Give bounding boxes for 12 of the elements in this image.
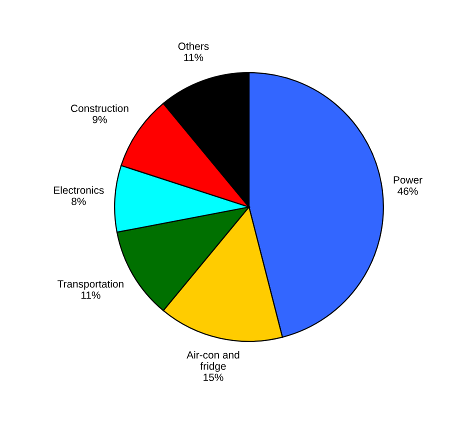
slice-label: Construction: [71, 104, 128, 112]
data-label: 9%: [92, 116, 107, 124]
data-label: 11%: [81, 292, 100, 299]
slice-label: Air-con and fridge: [186, 350, 240, 372]
data-label: 46%: [398, 187, 418, 195]
slice-label: Others: [178, 42, 209, 50]
slice-label: Electronics: [54, 186, 104, 194]
slice-label: Transportation: [58, 280, 124, 290]
slice-label: Power: [394, 176, 422, 184]
data-label: 15%: [204, 374, 224, 382]
data-label: 11%: [184, 54, 204, 62]
data-label: 8%: [72, 198, 86, 206]
